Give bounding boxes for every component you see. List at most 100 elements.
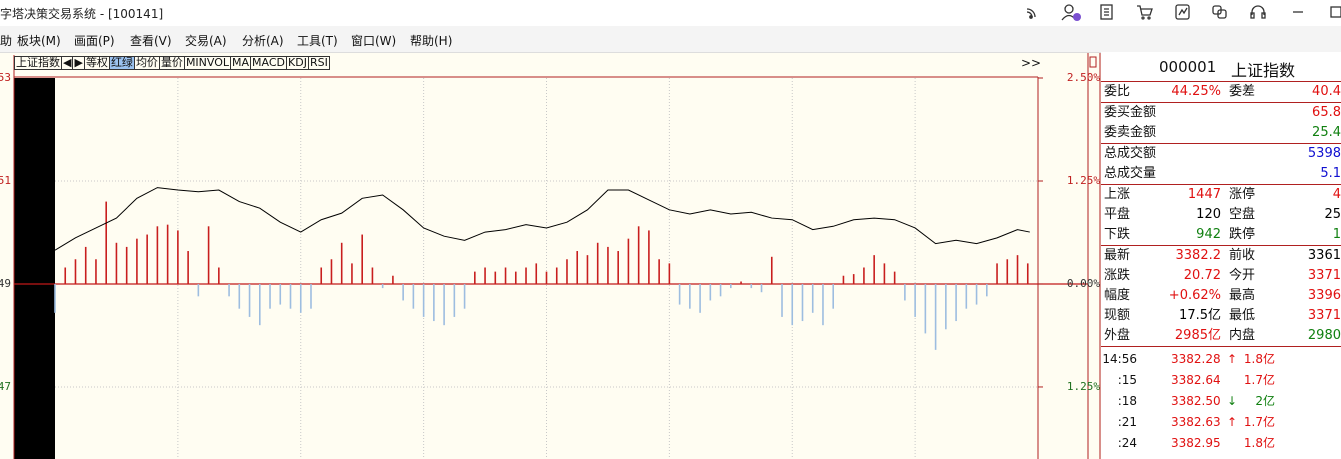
divider bbox=[1101, 102, 1341, 103]
panel-toggle[interactable] bbox=[1089, 56, 1097, 68]
quote-value: 3371 bbox=[1307, 308, 1341, 323]
quote-row: 委比 44.25% 委差 40.4 bbox=[1101, 82, 1341, 102]
menu-item[interactable]: 分析(A) bbox=[242, 34, 284, 48]
quote-value: 44.25% bbox=[1171, 84, 1221, 99]
window-title: 字塔决策交易系统 - [100141] bbox=[0, 7, 164, 21]
quote-value: 1447 bbox=[1187, 187, 1221, 202]
toolbar-tab[interactable]: 量价 bbox=[159, 56, 185, 70]
quote-row: 平盘 120 空盘 25 bbox=[1101, 205, 1341, 225]
toolbar-tab[interactable]: 等权 bbox=[84, 56, 110, 70]
quote-value: 120 bbox=[1196, 207, 1221, 222]
security-code: 000001 bbox=[1159, 58, 1217, 76]
security-name: 上证指数 bbox=[1231, 61, 1296, 80]
more-button[interactable]: >> bbox=[1021, 56, 1042, 70]
toolbar-tab[interactable]: KDJ bbox=[287, 56, 309, 70]
quote-label: 涨停 bbox=[1229, 187, 1256, 202]
quote-value: 2985亿 bbox=[1174, 328, 1221, 343]
quote-value: 17.5亿 bbox=[1179, 308, 1221, 323]
divider bbox=[1101, 245, 1341, 246]
quote-label: 委差 bbox=[1229, 84, 1256, 99]
quote-row: 外盘 2985亿 内盘 2980 bbox=[1101, 326, 1341, 346]
y-tick-label: 47 bbox=[0, 380, 11, 393]
trade-time: :21 bbox=[1117, 415, 1137, 429]
title-icons bbox=[1026, 4, 1341, 21]
menu-item[interactable]: 交易(A) bbox=[185, 34, 227, 48]
quote-label: 最低 bbox=[1229, 308, 1256, 323]
quote-value: 3396 bbox=[1307, 288, 1341, 303]
quote-value: 5398 bbox=[1307, 146, 1341, 161]
y-tick-label: 53 bbox=[0, 71, 11, 84]
headset-icon[interactable] bbox=[1250, 5, 1266, 19]
trade-arrow: ↑ bbox=[1227, 352, 1238, 366]
quote-label: 幅度 bbox=[1104, 288, 1131, 303]
trade-time: :24 bbox=[1117, 436, 1137, 450]
quote-value: 3382.2 bbox=[1175, 248, 1222, 263]
menu-item[interactable]: 板块(M) bbox=[17, 34, 61, 48]
quote-label: 今开 bbox=[1229, 268, 1256, 283]
y2-tick-label: 1.25% bbox=[1067, 174, 1100, 187]
quote-row: 总成交额 5398 bbox=[1101, 144, 1341, 164]
menu-item[interactable]: 查看(V) bbox=[130, 34, 172, 48]
quote-value: 942 bbox=[1196, 227, 1221, 242]
chart: 53 51 49 47 2.50% 1.25% 0.00% 1.25% bbox=[0, 53, 1101, 459]
menu-item[interactable]: 帮助(H) bbox=[410, 34, 453, 48]
trade-arrow: ↓ bbox=[1227, 394, 1238, 408]
quote-row: 涨跌 20.72 今开 3371 bbox=[1101, 266, 1341, 286]
y2-tick-label: 0.00% bbox=[1067, 277, 1100, 290]
toolbar-tab[interactable]: 红绿 bbox=[109, 56, 135, 70]
trade-price: 3382.50 bbox=[1171, 394, 1221, 408]
toolbar-tab[interactable]: MACD bbox=[251, 56, 288, 70]
toolbar-tab[interactable]: 上证指数 bbox=[14, 56, 62, 70]
index-line bbox=[54, 187, 1030, 251]
quote-row: 幅度 +0.62% 最高 3396 bbox=[1101, 286, 1341, 306]
trade-volume: 1.8亿 bbox=[1243, 436, 1275, 450]
menu-bar: 助板块(M) 画面(P) 查看(V) 交易(A) 分析(A) 工具(T) 窗口(W) 帮助(H… bbox=[0, 26, 1341, 53]
trade-price: 3382.64 bbox=[1171, 373, 1221, 387]
menu-item[interactable]: 工具(T) bbox=[297, 34, 338, 48]
quote-label: 上涨 bbox=[1104, 187, 1131, 202]
y-tick-label: 49 bbox=[0, 277, 11, 290]
divider bbox=[1101, 81, 1341, 82]
pre-market-block bbox=[14, 78, 55, 459]
toolbar-tab[interactable]: ▶ bbox=[73, 56, 85, 70]
quote-value: 25 bbox=[1324, 207, 1341, 222]
toolbar-tab[interactable]: MA bbox=[231, 56, 252, 70]
user-icon[interactable] bbox=[1061, 4, 1081, 21]
link-icon[interactable] bbox=[1212, 5, 1227, 19]
quote-label: 外盘 bbox=[1104, 328, 1131, 343]
title-bar: 字塔决策交易系统 - [100141] bbox=[0, 0, 1341, 26]
trade-volume: 2亿 bbox=[1255, 394, 1275, 408]
menu-item[interactable]: 助 bbox=[0, 34, 13, 48]
menu-item[interactable]: 窗口(W) bbox=[351, 34, 397, 48]
doc-icon[interactable] bbox=[1100, 4, 1113, 20]
toolbar-tab[interactable]: ◀ bbox=[62, 56, 74, 70]
quote-label: 委买金额 bbox=[1104, 105, 1157, 120]
maximize-icon[interactable] bbox=[1330, 6, 1341, 18]
quote-row: 现额 17.5亿 最低 3371 bbox=[1101, 306, 1341, 326]
quote-value: 3361 bbox=[1307, 248, 1341, 263]
toolbar-tab[interactable]: RSI bbox=[308, 56, 330, 70]
toolbar-tab[interactable]: 均价 bbox=[134, 56, 160, 70]
quote-row: 上涨 1447 涨停 4 bbox=[1101, 185, 1341, 205]
cart-icon[interactable] bbox=[1137, 5, 1153, 20]
quote-label: 涨跌 bbox=[1104, 268, 1131, 283]
trade-price: 3382.63 bbox=[1171, 415, 1221, 429]
quote-value: 25.4 bbox=[1312, 125, 1341, 140]
trade-row: :24 3382.95 1.8亿 bbox=[1101, 433, 1341, 453]
quote-label: 空盘 bbox=[1229, 207, 1256, 222]
quote-label: 跌停 bbox=[1229, 227, 1256, 242]
trade-row: :18 3382.50 ↓ 2亿 bbox=[1101, 391, 1341, 411]
toolbar-tab[interactable]: MINVOL bbox=[184, 56, 232, 70]
quote-label: 内盘 bbox=[1229, 328, 1256, 343]
quote-label: 现额 bbox=[1104, 308, 1131, 323]
menu-item[interactable]: 画面(P) bbox=[74, 34, 115, 48]
divider bbox=[1101, 143, 1341, 144]
quote-label: 委卖金额 bbox=[1104, 125, 1157, 140]
rss-icon[interactable] bbox=[1026, 8, 1036, 19]
chart-icon[interactable] bbox=[1175, 4, 1190, 20]
quote-panel: 000001 上证指数 委比 44.25% 委差 40.4 委买金额 65.8 委卖金额 25.4… bbox=[1101, 52, 1341, 459]
quote-value: 2980 bbox=[1307, 328, 1341, 343]
quote-label: 前收 bbox=[1229, 248, 1256, 263]
divider bbox=[1101, 346, 1341, 347]
quote-row: 总成交量 5.1 bbox=[1101, 164, 1341, 184]
